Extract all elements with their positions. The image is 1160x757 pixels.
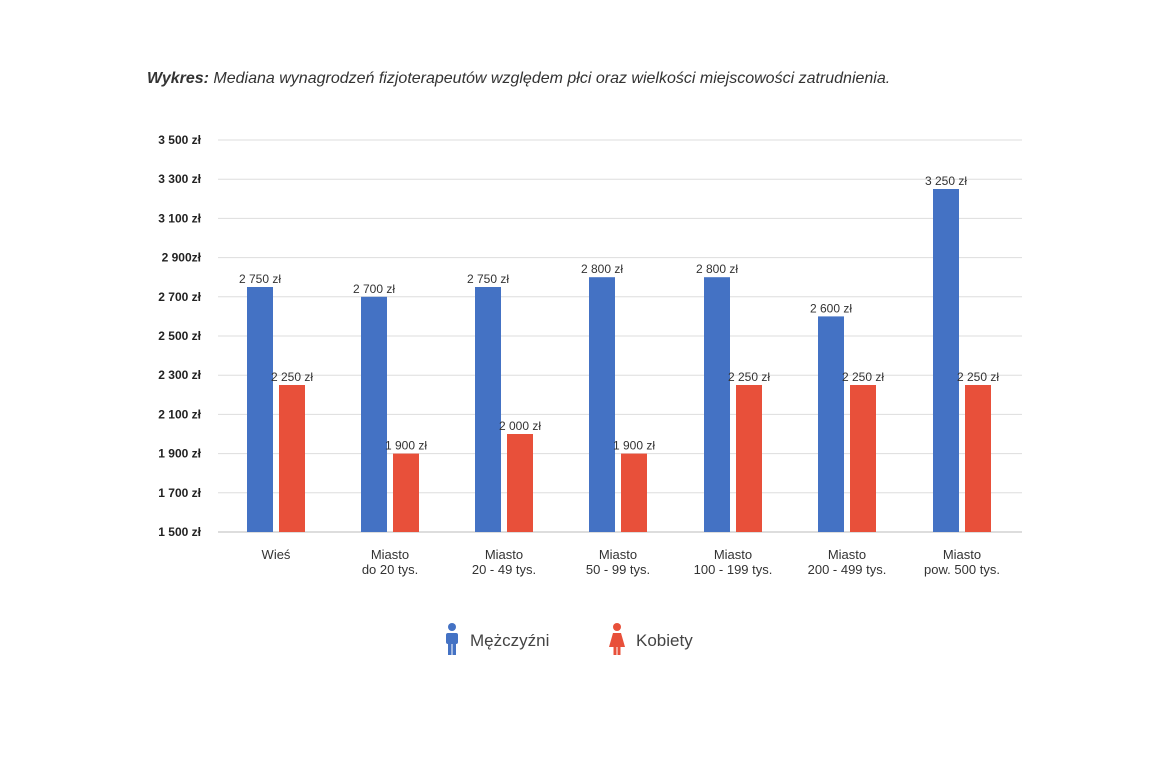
chart-title-text: Mediana wynagrodzeń fizjoterapeutów wzgl… bbox=[213, 70, 891, 87]
bar-women bbox=[965, 385, 991, 532]
bar-men bbox=[933, 189, 959, 532]
bar-men bbox=[589, 277, 615, 532]
chart-title: Wykres: Mediana wynagrodzeń fizjoterapeu… bbox=[147, 70, 890, 88]
data-label: 2 750 zł bbox=[467, 272, 509, 286]
legend-item: Kobiety bbox=[609, 623, 693, 655]
x-category-label: Miasto do 20 tys. bbox=[362, 547, 418, 577]
x-category-label: Miasto pow. 500 tys. bbox=[924, 547, 1000, 577]
x-category-label: Miasto 50 - 99 tys. bbox=[586, 547, 650, 577]
bar-men bbox=[818, 316, 844, 532]
data-label: 1 900 zł bbox=[613, 439, 655, 453]
y-tick-label: 2 700 zł bbox=[158, 290, 201, 304]
y-tick-label: 1 700 zł bbox=[158, 486, 201, 500]
bar-women bbox=[850, 385, 876, 532]
male-figure-icon bbox=[446, 623, 458, 655]
y-tick-label: 2 500 zł bbox=[158, 329, 201, 343]
bar-women bbox=[621, 453, 647, 532]
chart-title-prefix: Wykres: bbox=[147, 70, 209, 87]
data-label: 1 900 zł bbox=[385, 439, 427, 453]
data-label: 2 700 zł bbox=[353, 282, 395, 296]
y-tick-label: 2 900zł bbox=[162, 251, 202, 265]
y-tick-label: 3 300 zł bbox=[158, 172, 201, 186]
data-label: 2 250 zł bbox=[957, 370, 999, 384]
y-tick-label: 3 100 zł bbox=[158, 211, 201, 225]
data-label: 2 250 zł bbox=[728, 370, 770, 384]
data-label: 3 250 zł bbox=[925, 174, 967, 188]
y-tick-label: 2 100 zł bbox=[158, 407, 201, 421]
bar-women bbox=[279, 385, 305, 532]
x-category-label: Miasto 20 - 49 tys. bbox=[472, 547, 536, 577]
data-label: 2 250 zł bbox=[271, 370, 313, 384]
female-figure-icon bbox=[609, 623, 625, 655]
y-tick-label: 1 900 zł bbox=[158, 447, 201, 461]
x-category-label: Wieś bbox=[262, 547, 291, 562]
bar-women bbox=[393, 453, 419, 532]
data-label: 2 750 zł bbox=[239, 272, 281, 286]
y-tick-label: 2 300 zł bbox=[158, 368, 201, 382]
data-label: 2 800 zł bbox=[581, 262, 623, 276]
data-label: 2 800 zł bbox=[696, 262, 738, 276]
x-category-label: Miasto 200 - 499 tys. bbox=[808, 547, 887, 577]
bar-men bbox=[247, 287, 273, 532]
data-label: 2 250 zł bbox=[842, 370, 884, 384]
legend-label: Mężczyźni bbox=[470, 631, 549, 650]
y-tick-label: 1 500 zł bbox=[158, 525, 201, 539]
x-category-label: Miasto 100 - 199 tys. bbox=[694, 547, 773, 577]
data-label: 2 600 zł bbox=[810, 301, 852, 315]
legend-item: Mężczyźni bbox=[446, 623, 549, 655]
bar-men bbox=[361, 296, 387, 532]
bar-women bbox=[736, 385, 762, 532]
data-label: 2 000 zł bbox=[499, 419, 541, 433]
bar-men bbox=[475, 287, 501, 532]
legend-label: Kobiety bbox=[636, 631, 693, 650]
y-tick-label: 3 500 zł bbox=[158, 133, 201, 147]
bar-men bbox=[704, 277, 730, 532]
bar-women bbox=[507, 434, 533, 532]
